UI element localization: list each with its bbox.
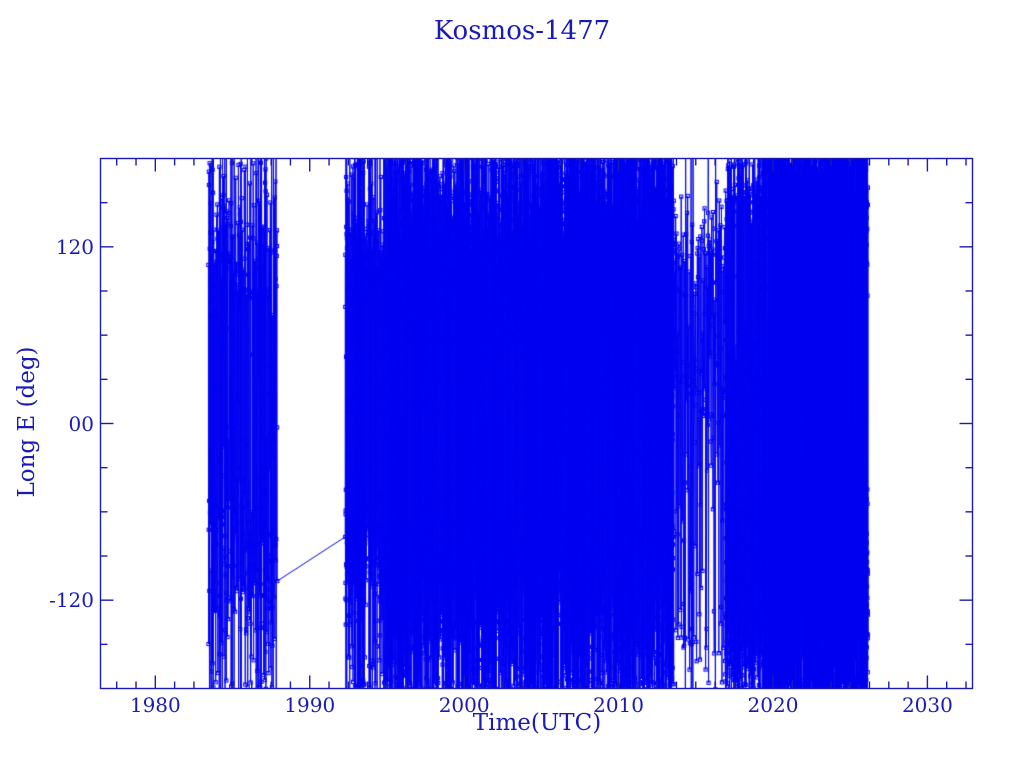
x-tick-label-2010: 2010 <box>593 693 645 717</box>
y-tick-label-00: 00 <box>68 411 94 436</box>
x-axis-title: Time(UTC) <box>472 710 602 736</box>
x-tick-label-2030: 2030 <box>901 693 953 717</box>
data-series-canvas <box>100 158 973 689</box>
plot-border <box>99 157 974 690</box>
chart-title: Kosmos-1477 <box>433 16 611 46</box>
x-tick-label-2000: 2000 <box>438 693 490 717</box>
y-tick-label-120: 120 <box>55 234 94 259</box>
x-tick-label-1980: 1980 <box>129 693 181 717</box>
y-tick-label--120: -120 <box>49 588 94 613</box>
x-tick-label-1990: 1990 <box>284 693 336 717</box>
x-tick-label-2020: 2020 <box>747 693 799 717</box>
